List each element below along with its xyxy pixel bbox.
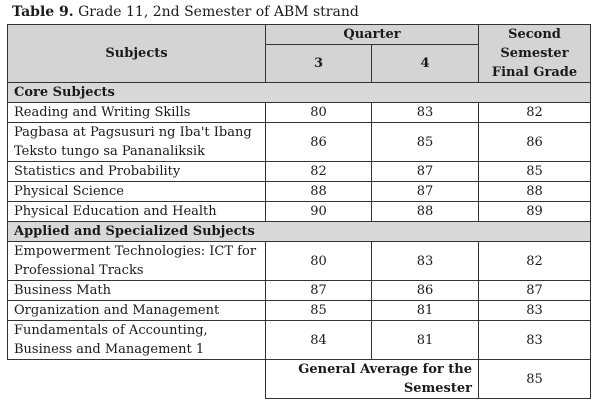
table-row: Statistics and Probability 82 87 85 (7, 161, 591, 182)
general-average-label-line: Semester (403, 381, 472, 396)
general-average-label: General Average for the Semester (265, 359, 479, 399)
header-q4: 4 (371, 44, 479, 83)
table-caption: Table 9. Grade 11, 2nd Semester of ABM s… (12, 4, 359, 20)
header-q3: 3 (265, 44, 372, 83)
q4-cell: 81 (371, 320, 479, 360)
header-final-line: Final Grade (491, 65, 578, 80)
subject-cell: Physical Science (7, 181, 266, 202)
table-row: Physical Education and Health 90 88 89 (7, 201, 591, 222)
general-average-label-line: General Average for the (298, 362, 472, 377)
q4-cell: 88 (371, 201, 479, 222)
subject-cell: Fundamentals of Accounting, Business and… (7, 320, 266, 360)
section-core: Core Subjects (7, 82, 591, 103)
q3-cell: 84 (265, 320, 372, 360)
subject-cell: Pagbasa at Pagsusuri ng Iba't Ibang Teks… (7, 122, 266, 162)
subject-cell: Statistics and Probability (7, 161, 266, 182)
table-number: Table 9. (12, 4, 74, 20)
q3-cell: 80 (265, 102, 372, 123)
q3-cell: 86 (265, 122, 372, 162)
q3-cell: 90 (265, 201, 372, 222)
subject-cell: Organization and Management (7, 300, 266, 321)
final-cell: 88 (478, 181, 591, 202)
table-row: Empowerment Technologies: ICT for Profes… (7, 241, 591, 281)
table-row: Pagbasa at Pagsusuri ng Iba't Ibang Teks… (7, 122, 591, 162)
q3-cell: 80 (265, 241, 372, 281)
final-cell: 86 (478, 122, 591, 162)
header-subjects: Subjects (7, 24, 266, 83)
q3-cell: 87 (265, 280, 372, 301)
grades-table: Subjects Quarter Second Semester Final G… (7, 24, 591, 399)
table-row: Physical Science 88 87 88 (7, 181, 591, 202)
final-cell: 89 (478, 201, 591, 222)
general-average-row: General Average for the Semester 85 (8, 359, 591, 399)
section-applied: Applied and Specialized Subjects (7, 221, 591, 242)
table-row: Organization and Management 85 81 83 (7, 300, 591, 321)
q4-cell: 85 (371, 122, 479, 162)
final-cell: 87 (478, 280, 591, 301)
final-cell: 85 (478, 161, 591, 182)
q3-cell: 88 (265, 181, 372, 202)
final-cell: 83 (478, 300, 591, 321)
subject-cell: Business Math (7, 280, 266, 301)
q3-cell: 82 (265, 161, 372, 182)
table-row: Fundamentals of Accounting, Business and… (7, 320, 591, 360)
table-title: Grade 11, 2nd Semester of ABM strand (73, 4, 359, 20)
final-cell: 82 (478, 102, 591, 123)
q4-cell: 81 (371, 300, 479, 321)
subject-cell: Empowerment Technologies: ICT for Profes… (7, 241, 266, 281)
table-row: Business Math 87 86 87 (7, 280, 591, 301)
header-final-grade: Second Semester Final Grade (478, 24, 591, 83)
table-row: Reading and Writing Skills 80 83 82 (7, 102, 591, 123)
q4-cell: 83 (371, 241, 479, 281)
header-final-line: Semester (500, 46, 569, 61)
general-average-value: 85 (478, 359, 591, 399)
subject-cell: Reading and Writing Skills (7, 102, 266, 123)
subject-cell: Physical Education and Health (7, 201, 266, 222)
q4-cell: 83 (371, 102, 479, 123)
header-quarter: Quarter (265, 24, 479, 45)
q4-cell: 87 (371, 161, 479, 182)
q3-cell: 85 (265, 300, 372, 321)
q4-cell: 87 (371, 181, 479, 202)
header-final-line: Second (508, 27, 561, 42)
final-cell: 83 (478, 320, 591, 360)
q4-cell: 86 (371, 280, 479, 301)
final-cell: 82 (478, 241, 591, 281)
